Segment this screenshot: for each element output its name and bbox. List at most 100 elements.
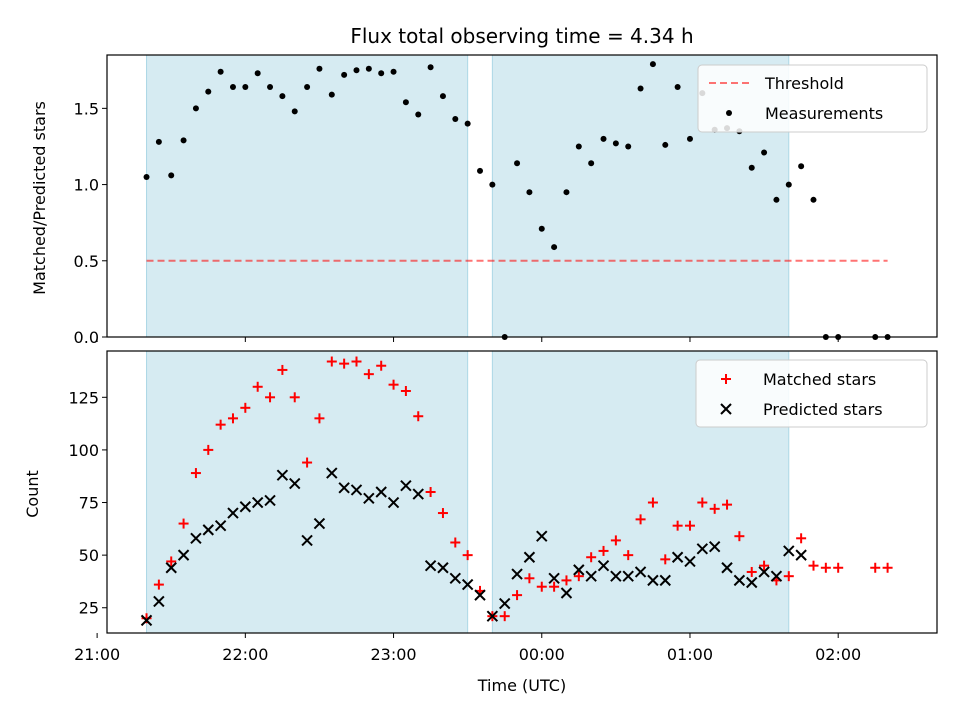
predicted-point	[622, 570, 634, 582]
measurement-point	[526, 189, 533, 196]
measurement-point	[637, 85, 644, 92]
measurement-point	[279, 93, 286, 100]
predicted-point	[536, 530, 548, 542]
y-tick-label: 100	[68, 441, 99, 460]
predicted-point	[795, 549, 807, 561]
measurement-point	[464, 120, 471, 127]
predicted-point	[486, 610, 499, 622]
predicted-point	[350, 484, 363, 496]
matched-point	[783, 571, 794, 582]
predicted-point	[239, 501, 252, 513]
measurement-point	[452, 116, 459, 123]
x-tick-label: 23:00	[370, 645, 416, 664]
matched-point	[227, 413, 238, 424]
matched-point	[215, 419, 226, 430]
matched-point	[289, 392, 300, 403]
matched-point	[746, 566, 757, 577]
measurement-point	[304, 84, 311, 91]
legend-measurements-label: Measurements	[765, 104, 883, 123]
matched-point	[252, 381, 263, 392]
measurement-point	[155, 138, 162, 145]
measurement-point	[217, 68, 224, 75]
matched-point	[277, 364, 288, 375]
predicted-point	[684, 555, 696, 568]
matched-point	[388, 379, 399, 390]
predicted-point	[165, 562, 177, 574]
matched-point	[882, 562, 893, 573]
y-tick-label: 1.0	[74, 176, 99, 195]
matched-point	[203, 444, 214, 455]
measurement-point	[427, 64, 434, 71]
measurement-point	[563, 189, 570, 196]
count-panel: 25 50 75 100 125 21:00 22:00 23:00 00:00 01:00 02…	[23, 350, 938, 695]
predicted-point	[424, 559, 437, 572]
matched-point	[870, 562, 881, 573]
matched-point	[425, 487, 436, 497]
measurement-point	[192, 105, 199, 112]
measurement-point	[514, 160, 521, 167]
predicted-point	[634, 566, 647, 578]
ratio-panel: 0.0 0.5 1.0 1.5 Matched/Predicted stars Thr…	[30, 54, 938, 347]
predicted-point	[289, 477, 301, 490]
observing-window-1	[146, 54, 469, 338]
matched-point	[190, 468, 201, 479]
measurement-point	[168, 172, 175, 179]
predicted-point	[560, 587, 573, 599]
measurement-point	[378, 70, 385, 77]
predicted-point	[387, 496, 400, 509]
matched-point	[820, 562, 831, 573]
predicted-point	[671, 551, 684, 563]
matched-point	[265, 392, 276, 403]
predicted-point	[746, 576, 758, 589]
matched-point	[314, 413, 325, 424]
measurement-point	[229, 84, 236, 91]
figure-title: Flux total observing time = 4.34 h	[350, 24, 693, 48]
measurement-point	[205, 88, 212, 95]
measurement-point	[254, 70, 261, 77]
predicted-point	[326, 467, 338, 479]
y-tick-label: 0.0	[74, 328, 99, 347]
predicted-point	[548, 572, 560, 584]
matched-point	[722, 499, 733, 510]
predicted-point	[338, 482, 350, 494]
predicted-point	[437, 562, 449, 574]
measurement-point	[600, 135, 607, 142]
measurement-point	[810, 196, 817, 203]
matched-point	[363, 369, 374, 380]
predicted-point	[202, 524, 214, 536]
predicted-point	[251, 496, 264, 509]
y-tick-label: 0.5	[74, 252, 99, 271]
predicted-point	[511, 568, 523, 580]
predicted-point	[449, 572, 462, 584]
predicted-point	[783, 545, 795, 557]
predicted-point	[412, 488, 424, 500]
x-tick-label: 00:00	[519, 645, 565, 664]
predicted-point	[375, 486, 387, 498]
y-tick-label: 75	[79, 494, 99, 513]
matched-point	[302, 457, 313, 468]
legend-matched-swatch	[721, 374, 731, 384]
measurement-point	[773, 196, 780, 203]
measurement-point	[328, 91, 335, 98]
matched-point	[499, 611, 510, 622]
matched-point	[326, 356, 337, 367]
predicted-point	[264, 494, 276, 507]
predicted-point	[758, 566, 770, 578]
measurement-point	[291, 108, 298, 115]
matched-point	[561, 575, 572, 586]
matched-point	[684, 520, 695, 531]
measurement-point	[662, 141, 669, 148]
measurement-point	[798, 163, 805, 170]
measurement-point	[748, 164, 755, 171]
x-tick-label: 21:00	[74, 645, 120, 664]
measurement-point	[316, 65, 323, 72]
predicted-point	[770, 570, 783, 582]
matched-point	[524, 573, 535, 584]
x-axis-label: Time (UTC)	[477, 676, 566, 695]
measurement-point	[686, 135, 693, 142]
measurement-point	[551, 244, 558, 251]
y-tick-label: 1.5	[74, 99, 99, 118]
matched-point	[623, 550, 634, 561]
x-tick-label: 22:00	[222, 645, 268, 664]
matched-point	[573, 571, 584, 582]
